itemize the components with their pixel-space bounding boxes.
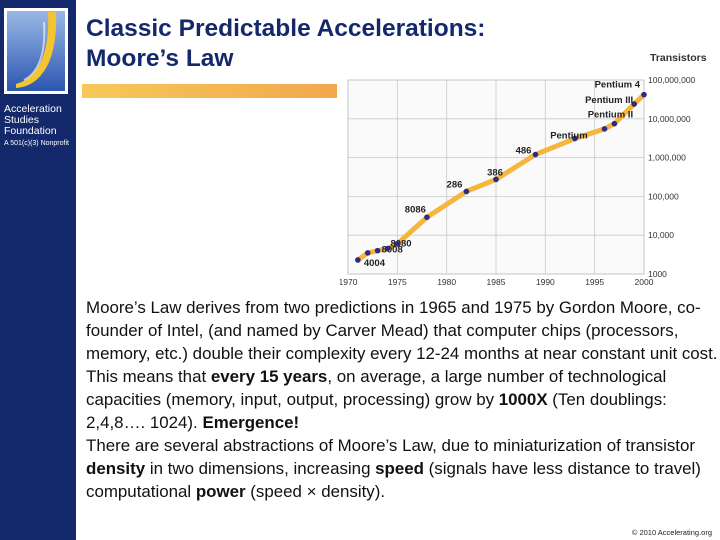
x-tick-label: 1995: [585, 277, 604, 287]
data-point: [463, 188, 470, 195]
foundation-logo: [4, 8, 68, 94]
data-point: [394, 241, 401, 247]
title-line-1: Classic Predictable Accelerations:: [86, 15, 486, 42]
paragraph-3: There are several abstractions of Moore’…: [86, 436, 701, 501]
org-name: Acceleration Studies Foundation A 501(c)…: [4, 104, 69, 148]
x-tick-label: 1985: [487, 277, 506, 287]
y-tick-label: 100,000: [648, 191, 679, 201]
x-tick-label: 1980: [437, 277, 456, 287]
sidebar-band: Acceleration Studies Foundation A 501(c)…: [0, 0, 76, 540]
data-label: 286: [447, 179, 463, 190]
x-tick-label: 2000: [635, 277, 654, 287]
data-label: Pentium II: [588, 110, 633, 121]
data-point: [384, 245, 391, 252]
org-subtitle: A 501(c)(3) Nonprofit: [4, 140, 69, 147]
org-line-3: Foundation: [4, 125, 57, 137]
data-point: [601, 126, 608, 132]
x-tick-label: 1970: [340, 277, 358, 287]
title-line-2: Moore’s Law: [86, 45, 234, 72]
data-point: [631, 101, 637, 107]
y-tick-label: 1,000,000: [648, 153, 686, 163]
chart-title: Transistors: [650, 52, 707, 64]
data-point: [611, 120, 618, 127]
org-line-2: Studies: [4, 114, 40, 126]
paragraph-1: Moore’s Law derives from two predictions…: [86, 298, 718, 363]
data-label: 486: [516, 146, 532, 157]
data-label: 4004: [364, 258, 386, 269]
data-label: Pentium 4: [595, 80, 641, 91]
data-point: [641, 91, 647, 98]
data-point: [374, 247, 381, 254]
accent-bar: [82, 84, 337, 98]
y-tick-label: 10,000: [648, 230, 674, 240]
y-tick-label: 1000: [648, 269, 667, 279]
copyright-text: © 2010 Accelerating.org: [631, 528, 712, 537]
data-point: [364, 250, 371, 256]
data-label: Pentium III: [585, 95, 633, 106]
data-point: [355, 257, 361, 263]
x-tick-label: 1975: [388, 277, 407, 287]
data-point: [532, 151, 539, 158]
data-label: Pentium: [550, 131, 587, 142]
data-point: [572, 135, 578, 142]
paragraph-2: This means that every 15 years, on avera…: [86, 367, 667, 432]
body-text: Moore’s Law derives from two predictions…: [86, 296, 718, 503]
org-line-1: Acceleration: [4, 103, 62, 115]
data-label: 8080: [390, 239, 411, 250]
data-label: 8086: [405, 204, 426, 215]
y-tick-label: 10,000,000: [648, 114, 691, 124]
slide-title: Classic Predictable Accelerations: Moore…: [86, 14, 485, 74]
data-point: [493, 176, 499, 183]
y-tick-label: 100,000,000: [648, 75, 696, 85]
x-tick-label: 1990: [536, 277, 555, 287]
data-label: 8008: [382, 245, 403, 256]
data-label: 386: [487, 167, 503, 178]
data-point: [424, 214, 430, 221]
